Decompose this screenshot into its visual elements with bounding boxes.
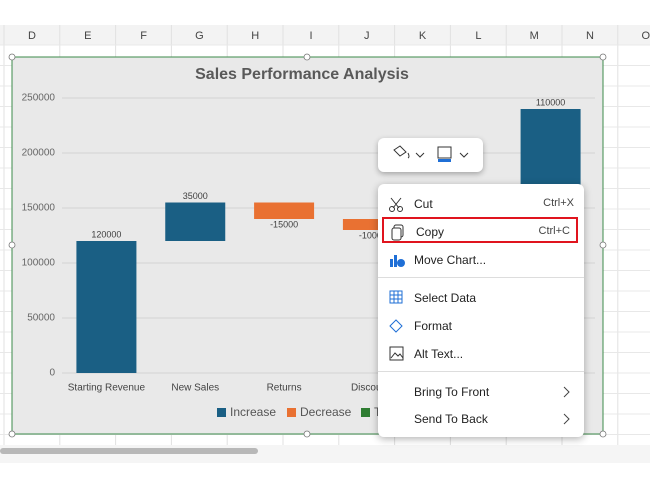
menu-label: Send To Back	[414, 412, 488, 426]
submenu-arrow	[563, 386, 570, 398]
menu-icon	[389, 319, 403, 333]
column-header[interactable]: I	[309, 30, 312, 42]
x-tick-label: New Sales	[171, 383, 219, 394]
y-tick-label: 250000	[22, 93, 56, 104]
y-tick-label: 200000	[22, 148, 56, 159]
x-tick-label: Discounts	[351, 383, 395, 394]
menu-item[interactable]: Format	[378, 313, 584, 339]
x-tick-label: Returns	[267, 383, 302, 394]
column-header[interactable]: H	[251, 30, 259, 42]
legend-swatch	[361, 408, 370, 417]
menu-item[interactable]: Copy Ctrl+C	[382, 217, 578, 243]
toolbar-icons	[393, 145, 469, 162]
menu-label: Cut	[414, 197, 433, 211]
resize-handle[interactable]	[599, 241, 607, 249]
column-header[interactable]: F	[140, 30, 147, 42]
legend-swatch	[287, 408, 296, 417]
resize-handle[interactable]	[303, 53, 311, 61]
menu-item[interactable]: Alt Text...	[378, 341, 584, 367]
context-menu: Cut Ctrl+X Copy Ctrl+C Move Chart... Select D…	[378, 184, 584, 437]
menu-label: Bring To Front	[414, 385, 490, 399]
menu-label: Alt Text...	[414, 347, 464, 361]
column-header[interactable]: O	[642, 30, 650, 42]
menu-separator	[378, 277, 584, 278]
x-tick-label: Starting Revenue	[68, 383, 146, 394]
menu-label: Select Data	[414, 291, 477, 305]
column-header[interactable]: G	[195, 30, 204, 42]
column-header[interactable]: K	[419, 30, 427, 42]
menu-icon	[390, 255, 405, 267]
menu-item[interactable]: Bring To Front	[378, 379, 584, 405]
menu-icon	[391, 224, 404, 241]
y-tick-label: 0	[49, 368, 55, 379]
menu-item[interactable]: Cut Ctrl+X	[378, 191, 584, 217]
menu-item[interactable]: Send To Back	[378, 406, 584, 432]
submenu-arrow	[563, 413, 570, 425]
fill-button[interactable]	[393, 145, 425, 159]
resize-handle[interactable]	[599, 53, 607, 61]
y-tick-label: 50000	[27, 313, 55, 324]
data-label: -15000	[270, 219, 298, 229]
data-label: 120000	[91, 229, 121, 239]
menu-item[interactable]: Select Data	[378, 285, 584, 311]
column-header[interactable]: E	[84, 30, 91, 42]
menu-item[interactable]: Move Chart...	[378, 247, 584, 273]
column-header-bar	[0, 25, 650, 45]
menu-label: Move Chart...	[414, 253, 487, 267]
bar[interactable]	[342, 219, 403, 230]
chart-title: Sales Performance Analysis	[195, 66, 409, 83]
resize-handle[interactable]	[8, 53, 16, 61]
data-label: 110000	[536, 97, 565, 107]
column-header[interactable]: D	[28, 30, 36, 42]
menu-shortcut: Ctrl+X	[543, 197, 574, 209]
resize-handle[interactable]	[8, 430, 16, 438]
y-tick-label: 150000	[22, 203, 56, 214]
menu-icon	[389, 290, 403, 304]
menu-label: Copy	[416, 225, 445, 239]
column-header[interactable]: N	[586, 30, 594, 42]
floating-toolbar	[378, 138, 483, 172]
column-header[interactable]: L	[475, 30, 481, 42]
data-label: -10000	[359, 230, 387, 240]
y-tick-label: 100000	[22, 258, 56, 269]
bar[interactable]	[76, 241, 137, 373]
menu-label: Format	[414, 319, 453, 333]
menu-shortcut: Ctrl+C	[538, 225, 570, 237]
data-label: 35000	[183, 191, 208, 201]
menu-icon	[389, 197, 403, 212]
legend-swatch	[217, 408, 226, 417]
legend-label: Decrease	[300, 405, 352, 419]
resize-handle[interactable]	[303, 430, 311, 438]
bar[interactable]	[165, 202, 226, 242]
column-header[interactable]: M	[530, 30, 539, 42]
bar[interactable]	[254, 202, 315, 220]
menu-icon	[389, 346, 404, 361]
scrollbar-thumb[interactable]	[0, 448, 258, 454]
outline-button[interactable]	[437, 146, 469, 162]
legend-label: Increase	[230, 405, 276, 419]
column-header[interactable]: J	[364, 30, 370, 42]
menu-separator	[378, 371, 584, 372]
resize-handle[interactable]	[8, 241, 16, 249]
ribbon-gap	[0, 0, 650, 25]
resize-handle[interactable]	[599, 430, 607, 438]
